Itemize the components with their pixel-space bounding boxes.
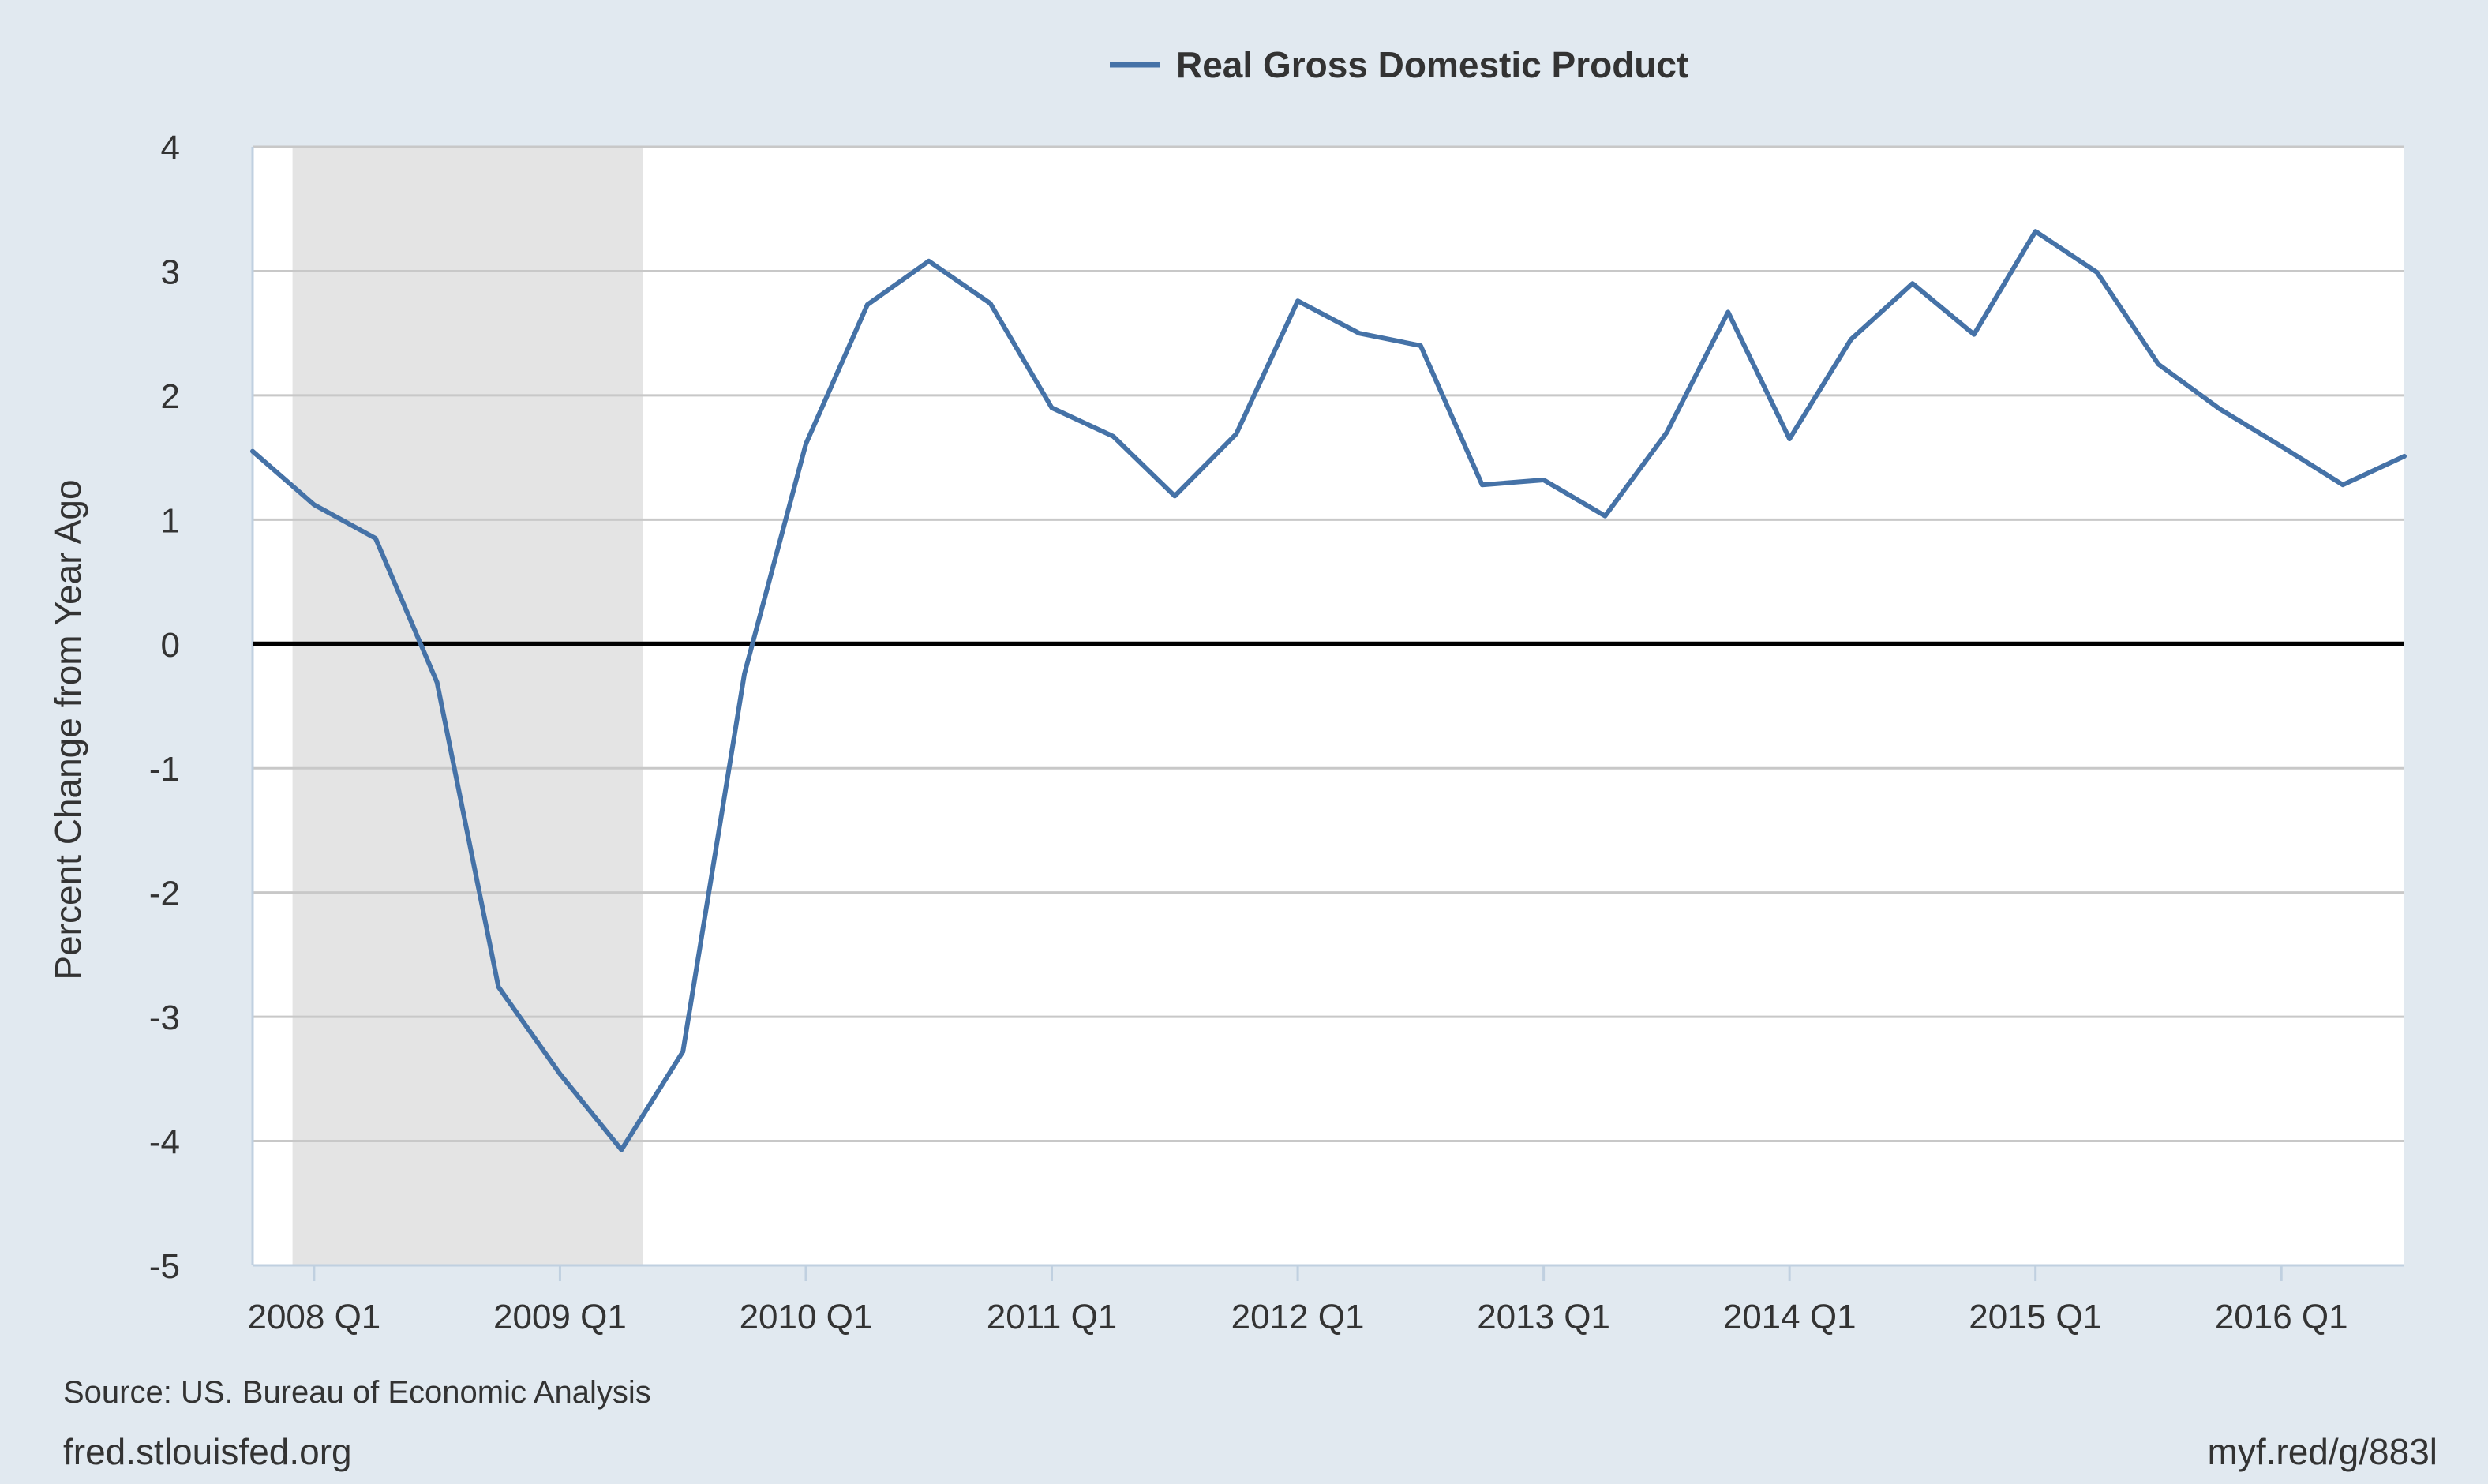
- y-tick-label: 4: [161, 129, 180, 167]
- y-tick-label: 1: [161, 501, 180, 540]
- y-tick-label: -5: [149, 1247, 180, 1286]
- x-tick-label: 2016 Q1: [2215, 1298, 2348, 1336]
- y-tick-label: -4: [149, 1123, 180, 1162]
- x-tick-label: 2009 Q1: [493, 1298, 627, 1336]
- x-tick-label: 2014 Q1: [1723, 1298, 1857, 1336]
- short-link[interactable]: myf.red/g/883l: [2207, 1431, 2437, 1472]
- series-line-real-gdp: [250, 229, 2407, 1152]
- x-tick-label: 2012 Q1: [1231, 1298, 1365, 1336]
- y-tick-label: 0: [161, 626, 180, 665]
- y-axis-label: Percent Change from Year Ago: [47, 479, 88, 980]
- x-tick-label: 2013 Q1: [1477, 1298, 1610, 1336]
- y-tick-label: -1: [149, 750, 180, 789]
- y-tick-label: 3: [161, 253, 180, 291]
- recession-shading-layer: [292, 147, 643, 1265]
- y-tick-label: -3: [149, 999, 180, 1037]
- x-tick-labels: 2008 Q1 2009 Q1 2010 Q1 2011 Q1 2012 Q1 2013 …: [247, 1265, 2348, 1336]
- y-tick-label: 2: [161, 377, 180, 416]
- x-tick-label: 2008 Q1: [247, 1298, 380, 1336]
- site-link[interactable]: fred.stlouisfed.org: [63, 1431, 352, 1472]
- x-tick-label: 2011 Q1: [987, 1298, 1118, 1336]
- legend: Real Gross Domestic Product: [1110, 44, 1688, 85]
- recession-shading: [292, 147, 643, 1265]
- y-tick-labels: 4 3 2 1 0 -1 -2 -3 -4 -5: [149, 129, 180, 1286]
- x-tick-label: 2015 Q1: [1969, 1298, 2102, 1336]
- gridlines: [251, 145, 2404, 1267]
- y-tick-label: -2: [149, 875, 180, 913]
- source-note: Source: US. Bureau of Economic Analysis: [63, 1375, 651, 1410]
- x-tick-label: 2010 Q1: [740, 1298, 873, 1336]
- series-lines: [250, 229, 2407, 1152]
- legend-label: Real Gross Domestic Product: [1176, 44, 1688, 85]
